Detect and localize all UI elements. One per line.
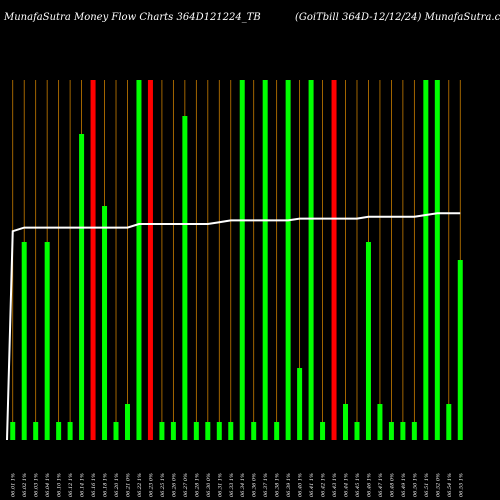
x-tick-label: 06.40 1%: [298, 473, 304, 497]
x-tick-label: 06.26 0%: [171, 473, 177, 497]
x-tick-label: 06.51 1%: [424, 473, 430, 497]
x-tick-label: 06.22 1%: [137, 473, 143, 497]
x-tick-label: 06.43 1%: [332, 473, 338, 497]
x-tick-label: 06.28 1%: [194, 473, 200, 497]
bar: [285, 80, 291, 440]
x-tick-label: 06.33 1%: [229, 473, 235, 497]
bar: [147, 80, 153, 440]
x-tick-label: 06.02 1%: [22, 473, 28, 497]
x-tick-label: 06.44 1%: [344, 473, 350, 497]
bar: [67, 422, 73, 440]
bar: [388, 422, 394, 440]
x-tick-label: 06.37 1%: [263, 473, 269, 497]
bar: [228, 422, 234, 440]
bar: [308, 80, 314, 440]
bar: [377, 404, 383, 440]
x-tick-label: 06.30 0%: [206, 473, 212, 497]
bar: [10, 422, 16, 440]
x-tick-label: 06.48 0%: [389, 473, 395, 497]
chart-title: MunafaSutra Money Flow Charts 364D121224…: [4, 12, 261, 23]
bar: [434, 80, 440, 440]
bar-series: [10, 80, 463, 440]
x-tick-label: 06.42 1%: [321, 473, 327, 497]
bar: [124, 404, 130, 440]
bar: [216, 422, 222, 440]
bar: [251, 422, 257, 440]
x-tick-label: 06.01 1%: [11, 473, 17, 497]
x-tick-label: 06.52 0%: [435, 473, 441, 497]
bar: [44, 242, 50, 440]
x-tick-label: 06.41 1%: [309, 473, 315, 497]
x-tick-label: 06.36 0%: [252, 473, 258, 497]
x-axis-labels: 06.01 1% 06.02 1% 06.03 1% 06.04 1% 06.10 1%…: [11, 473, 465, 497]
x-tick-label: 06.04 1%: [45, 473, 51, 497]
bar: [21, 242, 27, 440]
x-tick-label: 06.45 1%: [355, 473, 361, 497]
x-tick-label: 06.54 1%: [447, 473, 453, 497]
bar: [400, 422, 406, 440]
bar: [159, 422, 165, 440]
x-tick-label: 06.20 1%: [114, 473, 120, 497]
bar: [90, 80, 96, 440]
bar: [79, 134, 85, 440]
bar: [56, 422, 62, 440]
x-tick-label: 06.47 1%: [378, 473, 384, 497]
bar: [320, 422, 326, 440]
x-tick-label: 06.25 1%: [160, 473, 166, 497]
bar: [411, 422, 417, 440]
x-tick-label: 06.14 1%: [80, 473, 86, 497]
bar: [262, 80, 268, 440]
x-tick-label: 06.31 1%: [217, 473, 223, 497]
bar: [205, 422, 211, 440]
bar: [33, 422, 39, 440]
x-tick-label: 06.03 1%: [34, 473, 40, 497]
bar: [113, 422, 119, 440]
bar: [457, 260, 463, 440]
grid-lines: [12, 80, 461, 440]
x-tick-label: 06.21 0%: [125, 473, 131, 497]
x-tick-label: 06.23 0%: [148, 473, 154, 497]
bar: [446, 404, 452, 440]
bar: [343, 404, 349, 440]
x-tick-label: 06.27 0%: [183, 473, 189, 497]
x-tick-label: 06.12 1%: [68, 473, 74, 497]
x-tick-label: 06.34 1%: [240, 473, 246, 497]
x-tick-label: 06.50 1%: [412, 473, 418, 497]
bar: [193, 422, 199, 440]
x-tick-label: 06.18 1%: [103, 473, 109, 497]
x-tick-label: 06.55 1%: [458, 473, 464, 497]
bar: [182, 116, 188, 440]
bar: [170, 422, 176, 440]
bar: [136, 80, 142, 440]
x-tick-label: 06.39 1%: [286, 473, 292, 497]
bar: [274, 422, 280, 440]
chart-subtitle: (GoiTbill 364D-12/12/24) MunafaSutra.com: [295, 12, 500, 23]
bar: [354, 422, 360, 440]
bar: [331, 80, 337, 440]
bar: [297, 368, 303, 440]
bar: [365, 242, 371, 440]
x-tick-label: 06.10 1%: [57, 473, 63, 497]
x-tick-label: 06.49 1%: [401, 473, 407, 497]
bar: [239, 80, 245, 440]
line-series: [6, 212, 461, 441]
bar: [423, 80, 429, 440]
x-tick-label: 06.46 1%: [366, 473, 372, 497]
line-series-path: [6, 212, 461, 441]
x-tick-label: 06.38 1%: [275, 473, 281, 497]
bar: [102, 206, 108, 440]
x-tick-label: 06.16 1%: [91, 473, 97, 497]
